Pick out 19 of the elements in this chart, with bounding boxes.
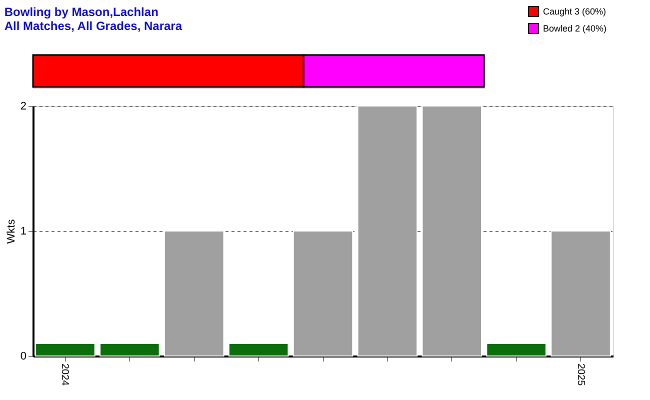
y-tick-label: 0 [20,350,26,362]
legend-label: Bowled 2 (40%) [543,24,607,34]
y-tick-label: 2 [20,100,26,112]
x-tick-label: 2025 [574,364,586,386]
bar [292,230,354,356]
bar [100,343,160,356]
chart-subtitle: All Matches, All Grades, Narara [4,19,182,33]
bar [164,230,224,356]
bar [228,343,289,356]
y-tick-label: 1 [20,226,26,238]
x-tick-label: 2024 [59,364,70,386]
legend-label: Caught 3 (60%) [543,6,606,16]
bar [357,106,418,356]
bar [550,230,611,356]
chart-title: Bowling by Mason,Lachlan [4,5,158,19]
bar [422,106,482,356]
bar [35,343,96,356]
bar [486,343,546,356]
y-axis-title: Wkts [5,218,18,244]
